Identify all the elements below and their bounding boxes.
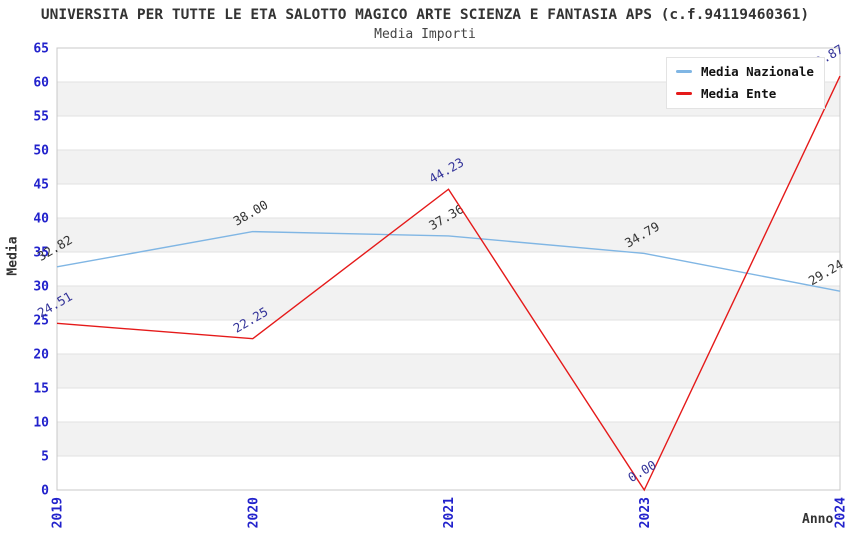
y-tick-label: 10: [33, 416, 49, 431]
y-tick-label: 5: [41, 450, 49, 465]
y-tick-label: 20: [33, 348, 49, 363]
plot-band: [57, 354, 840, 388]
y-tick-label: 55: [33, 110, 49, 125]
legend-line-swatch-nazionale: [676, 70, 692, 73]
plot-band: [57, 150, 840, 184]
y-tick-label: 45: [33, 178, 49, 193]
x-axis-title: Anno: [802, 512, 834, 527]
plot-band: [57, 456, 840, 490]
plot-border: [56, 47, 841, 491]
legend-label: Media Ente: [701, 86, 777, 101]
legend-item-media-nazionale: Media Nazionale: [676, 64, 814, 79]
y-tick-label: 65: [33, 42, 49, 57]
chart-subtitle: Media Importi: [374, 27, 476, 42]
series-line: [56, 75, 841, 492]
y-tick-label: 0: [41, 484, 49, 499]
plot-band: [57, 116, 840, 150]
x-tick-label: 2024: [834, 497, 849, 528]
y-axis-title: Media: [5, 236, 21, 276]
plot-band: [57, 286, 840, 320]
x-tick-label: 2019: [51, 497, 66, 528]
plot-band: [57, 252, 840, 286]
x-tick-label: 2020: [246, 497, 261, 528]
legend-line-swatch-ente: [676, 92, 692, 95]
legend-item-media-ente: Media Ente: [676, 86, 814, 101]
plot-band: [57, 320, 840, 354]
x-tick-label: 2023: [638, 497, 653, 528]
y-tick-label: 40: [33, 212, 49, 227]
legend-label: Media Nazionale: [701, 64, 814, 79]
x-tick-label: 2021: [442, 497, 457, 528]
y-tick-label: 30: [33, 280, 49, 295]
y-tick-label: 35: [33, 246, 49, 261]
y-tick-label: 25: [33, 314, 49, 329]
plot-band: [57, 218, 840, 252]
y-tick-label: 50: [33, 144, 49, 159]
plot-band: [57, 388, 840, 422]
y-tick-label: 15: [33, 382, 49, 397]
y-tick-label: 60: [33, 76, 49, 91]
legend: Media Nazionale Media Ente: [666, 57, 825, 109]
plot-band: [57, 422, 840, 456]
chart-title: UNIVERSITA PER TUTTE LE ETA SALOTTO MAGI…: [40, 7, 810, 23]
series-line: [56, 230, 841, 292]
